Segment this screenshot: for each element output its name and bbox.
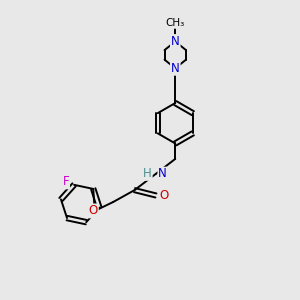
Text: N: N bbox=[171, 35, 180, 48]
Text: CH₃: CH₃ bbox=[166, 18, 185, 28]
Text: N: N bbox=[158, 167, 167, 180]
Text: O: O bbox=[88, 204, 98, 218]
Text: F: F bbox=[62, 176, 69, 188]
Text: O: O bbox=[160, 189, 169, 202]
Text: H: H bbox=[143, 167, 152, 180]
Text: N: N bbox=[171, 62, 180, 75]
